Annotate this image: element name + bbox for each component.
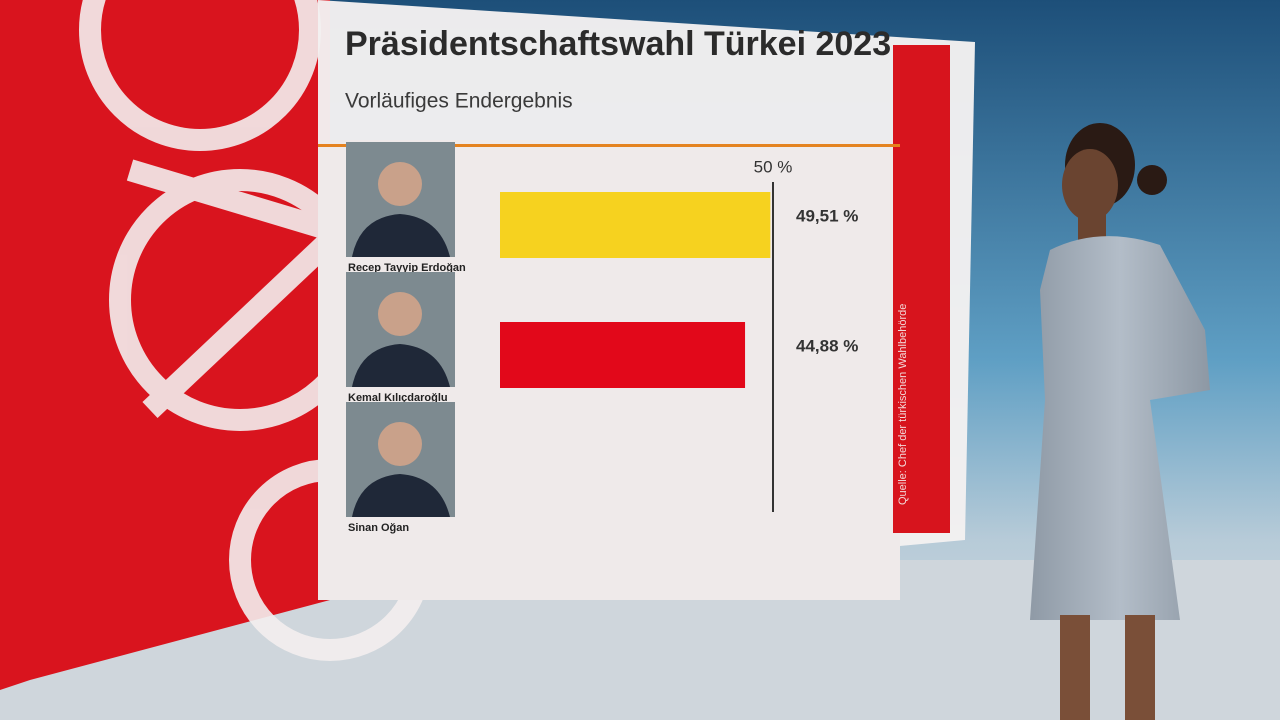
plot-area: 50 % Recep Tayyip Erdoğan 49,51 % Kemal Kıl…	[346, 142, 858, 534]
value-label: 49,51 %	[796, 206, 858, 225]
photo-suit	[352, 474, 450, 517]
title-divider	[318, 144, 900, 147]
photo-suit	[352, 214, 450, 257]
source-note: Quelle: Chef der türkischen Wahlbehörde	[897, 304, 909, 505]
bar	[500, 322, 746, 388]
candidate-photo	[346, 142, 455, 257]
photo-suit	[352, 344, 450, 387]
bar	[500, 192, 771, 258]
candidate-name: Sinan Oğan	[348, 522, 409, 534]
source-strip	[893, 45, 950, 533]
photo-head	[378, 422, 422, 466]
flag-decoration	[79, 0, 431, 661]
candidate-photo	[346, 272, 455, 387]
candidate-name: Recep Tayyip Erdoğan	[348, 262, 466, 274]
candidate-name: Kemal Kılıçdaroğlu	[348, 392, 448, 404]
chart-subtitle: Vorläufiges Endergebnis	[345, 90, 573, 113]
presenter	[1030, 123, 1210, 720]
candidate-photo	[346, 402, 455, 517]
photo-head	[378, 162, 422, 206]
photo-head	[378, 292, 422, 336]
chart-title: Präsidentschaftswahl Türkei 2023	[345, 25, 891, 63]
reference-label: 50 %	[754, 157, 793, 176]
value-label: 44,88 %	[796, 336, 858, 355]
